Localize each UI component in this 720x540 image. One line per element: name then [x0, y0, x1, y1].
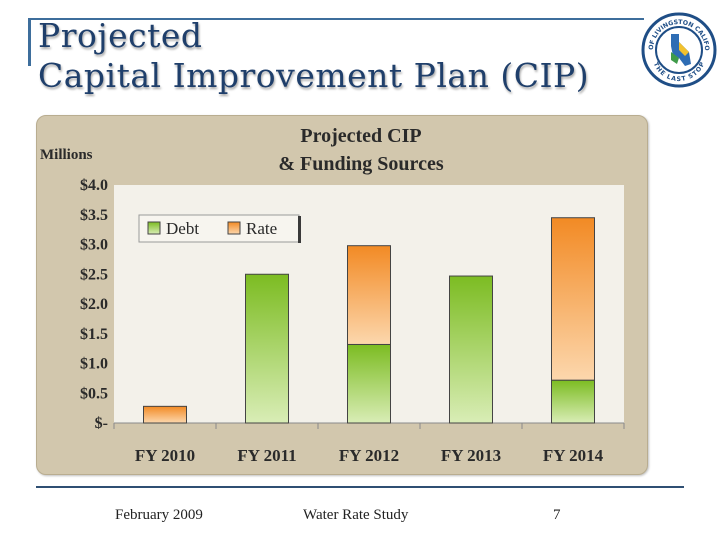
y-tick-label: $2.0 — [80, 296, 108, 313]
slide-title-line1: Projected — [38, 16, 203, 55]
bar-debt-fy-2014 — [551, 379, 595, 424]
footer-study-name: Water Rate Study — [303, 507, 409, 523]
x-tick-label: FY 2011 — [237, 446, 296, 465]
x-tick-label: FY 2014 — [543, 446, 604, 465]
y-tick-label: $3.0 — [80, 237, 108, 254]
legend-swatch-debt — [147, 221, 161, 235]
legend-shadow — [298, 216, 301, 243]
slide-title: Projected Capital Improvement Plan (CIP) — [38, 16, 589, 95]
bar-rate-fy-2012 — [347, 245, 391, 345]
y-tick-label: $2.5 — [80, 266, 108, 283]
bar-debt-fy-2011 — [245, 273, 289, 424]
bar-rate-fy-2014 — [551, 217, 595, 381]
footer-date: February 2009 — [115, 507, 203, 523]
y-tick-label: $0.5 — [80, 385, 108, 402]
bar-rate-fy-2010 — [143, 405, 187, 424]
city-seal-logo: CITY OF LIVINGSTON CALIFORNIA THE LAST S… — [641, 12, 717, 88]
footer-page-number: 7 — [553, 507, 561, 523]
legend-label-debt: Debt — [166, 219, 199, 238]
slide-title-line2: Capital Improvement Plan (CIP) — [38, 55, 590, 95]
y-axis-label: Millions — [40, 147, 93, 163]
y-tick-label: $1.5 — [80, 326, 108, 343]
x-tick-label: FY 2013 — [441, 446, 501, 465]
y-tick-label: $- — [95, 415, 108, 432]
footer-rule — [36, 486, 684, 488]
bar-debt-fy-2012 — [347, 343, 391, 424]
chart-subtitle: & Funding Sources — [278, 153, 443, 175]
legend-swatch-rate — [227, 221, 241, 235]
title-top-rule — [28, 18, 644, 20]
chart-title: Projected CIP — [300, 125, 421, 147]
y-tick-label: $3.5 — [80, 207, 108, 224]
bar-debt-fy-2013 — [449, 275, 493, 424]
legend-label-rate: Rate — [246, 219, 277, 238]
title-accent-bar — [28, 20, 31, 66]
cip-funding-chart: Projected CIP & Funding Sources Millions $-… — [40, 125, 625, 465]
x-tick-label: FY 2010 — [135, 446, 195, 465]
y-tick-label: $1.0 — [80, 356, 108, 373]
y-tick-label: $4.0 — [80, 177, 108, 194]
x-tick-label: FY 2012 — [339, 446, 399, 465]
